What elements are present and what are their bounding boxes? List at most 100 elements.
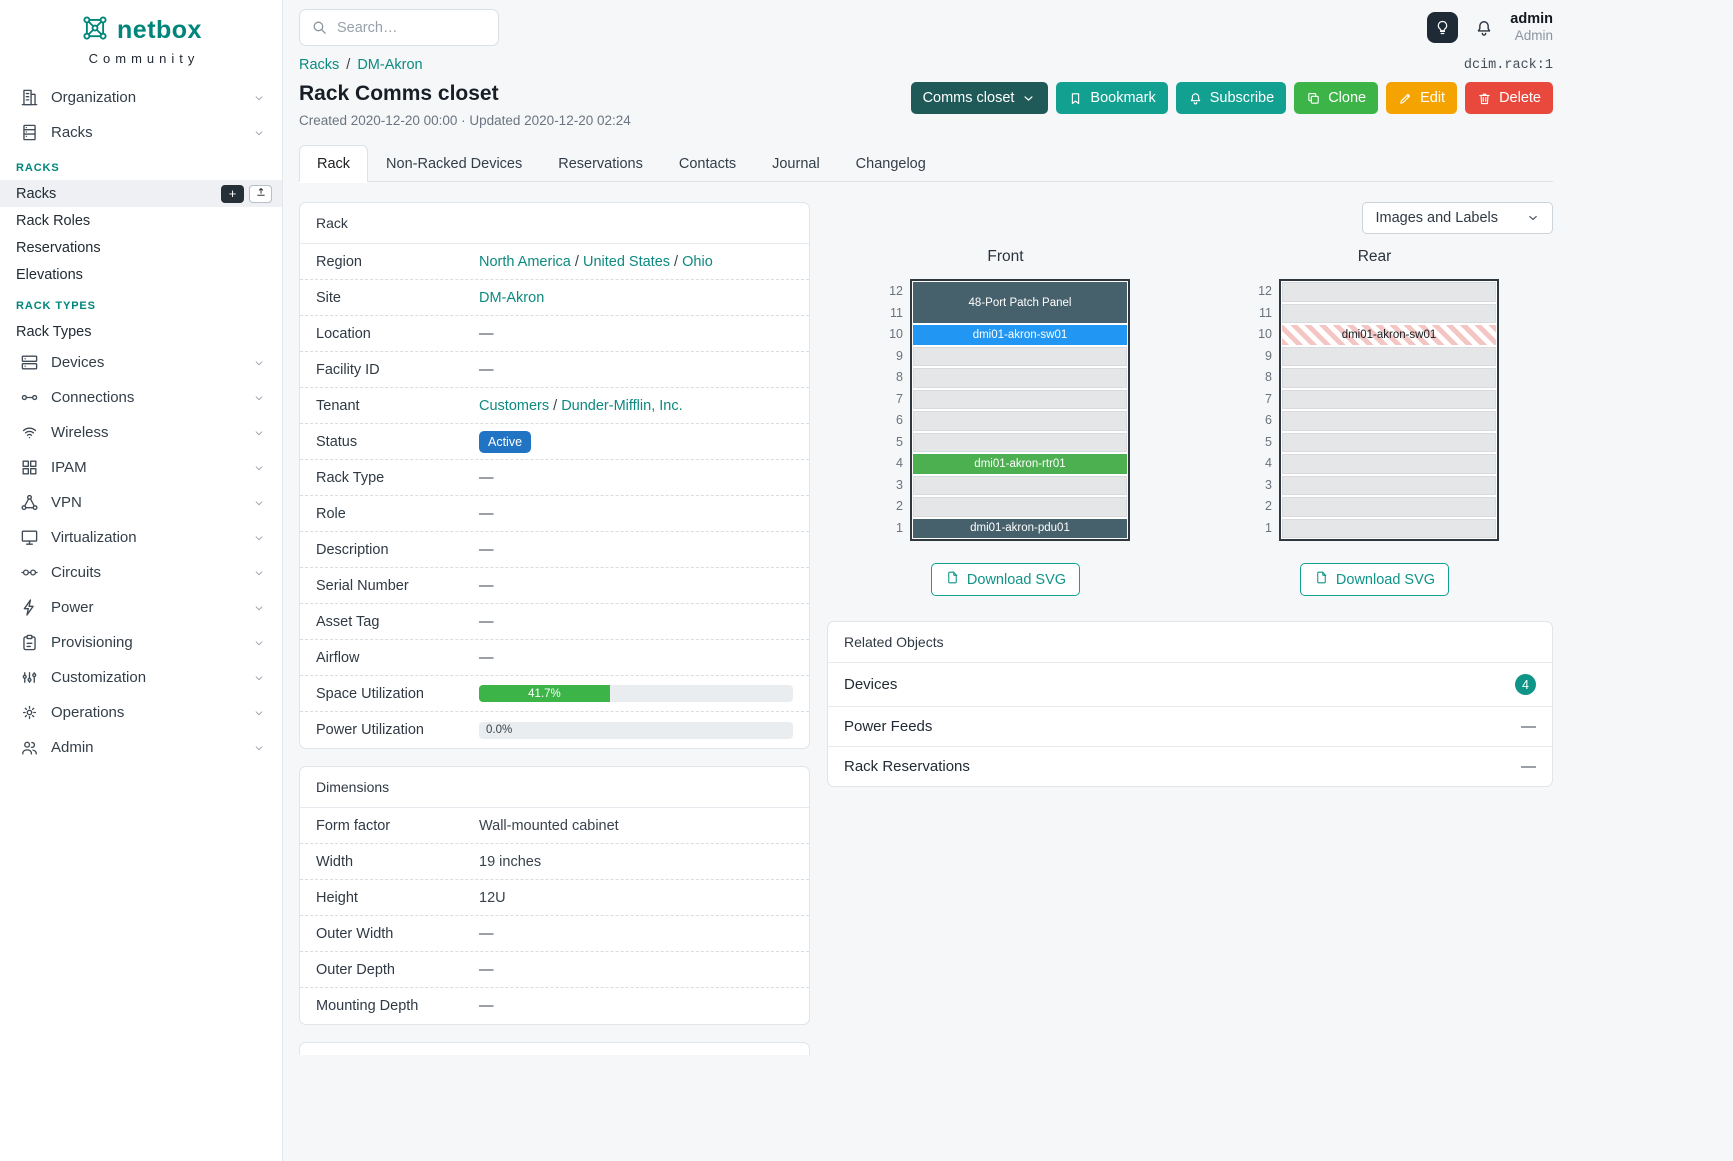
sidebar-item-power[interactable]: Power	[0, 590, 282, 625]
power-icon	[20, 598, 39, 617]
delete-button[interactable]: Delete	[1465, 82, 1553, 114]
detail-row: Airflow —	[300, 640, 809, 676]
breadcrumb-link-racks[interactable]: Racks	[299, 57, 340, 73]
bookmark-button[interactable]: Bookmark	[1056, 82, 1168, 114]
tab-contacts[interactable]: Contacts	[678, 156, 737, 172]
rack-empty-slot[interactable]	[912, 410, 1128, 432]
download-svg-button-front[interactable]: Download SVG	[930, 563, 1081, 596]
chevron-down-icon	[252, 636, 266, 650]
sidebar-item-provisioning[interactable]: Provisioning	[0, 625, 282, 660]
sidebar-subitem-elevations[interactable]: Elevations	[16, 266, 83, 283]
detail-value: —	[479, 998, 494, 1014]
sidebar: netbox Community Organization Racks RACKS R…	[0, 0, 283, 1161]
user-menu[interactable]: admin Admin	[1510, 10, 1553, 45]
plus-icon: +	[228, 186, 237, 201]
brand-link[interactable]: netbox	[0, 13, 282, 48]
vpn-icon	[20, 493, 39, 512]
rack-empty-slot[interactable]	[1281, 281, 1497, 303]
related-row-rack-reservations[interactable]: Rack Reservations —	[844, 758, 1536, 775]
link-ohio[interactable]: Ohio	[682, 253, 713, 270]
sidebar-item-wireless[interactable]: Wireless	[0, 415, 282, 450]
sidebar-item-connections[interactable]: Connections	[0, 380, 282, 415]
rack-empty-slot[interactable]	[1281, 302, 1497, 324]
rack-device-dmi01-akron-rtr01[interactable]: dmi01-akron-rtr01	[912, 453, 1128, 475]
rack-device-dmi01-akron-sw01[interactable]: dmi01-akron-sw01	[1281, 324, 1497, 346]
rack-empty-slot[interactable]	[912, 431, 1128, 453]
rack-empty-slot[interactable]	[912, 474, 1128, 496]
rack-empty-slot[interactable]	[912, 388, 1128, 410]
tab-non-racked-devices[interactable]: Non-Racked Devices	[386, 156, 523, 172]
search-box[interactable]	[299, 9, 499, 46]
rack-device-48-port-patch-panel[interactable]: 48-Port Patch Panel	[912, 281, 1128, 324]
sidebar-item-devices[interactable]: Devices	[0, 345, 282, 380]
sidebar-item-racks[interactable]: Racks	[0, 115, 282, 150]
rack-icon	[20, 123, 39, 142]
import-racks-button[interactable]	[249, 184, 272, 203]
rack-empty-slot[interactable]	[1281, 367, 1497, 389]
detail-row: Site DM-Akron	[300, 280, 809, 316]
title-block: Rack Comms closet Created 2020-12-20 00:…	[299, 82, 631, 128]
subscribe-button[interactable]: Subscribe	[1175, 82, 1287, 114]
rack-empty-slot[interactable]	[1281, 517, 1497, 539]
unit-number: 3	[1265, 477, 1272, 492]
sidebar-subitem-racks[interactable]: Racks +	[0, 180, 282, 207]
related-row-power-feeds[interactable]: Power Feeds —	[828, 707, 1552, 747]
link-customers[interactable]: Customers	[479, 397, 550, 414]
sidebar-item-vpn[interactable]: VPN	[0, 485, 282, 520]
sidebar-subitem-rack-types[interactable]: Rack Types	[16, 323, 92, 340]
link-dunder-mifflin-inc[interactable]: Dunder-Mifflin, Inc.	[561, 397, 683, 414]
pencil-icon	[1400, 93, 1411, 104]
tab-reservations[interactable]: Reservations	[558, 156, 643, 172]
rack-device-dmi01-akron-pdu01[interactable]: dmi01-akron-pdu01	[912, 517, 1128, 539]
theme-toggle-button[interactable]	[1427, 12, 1459, 43]
edit-button[interactable]: Edit	[1386, 82, 1458, 114]
images-labels-select[interactable]: Images and Labels	[1362, 202, 1553, 234]
sidebar-section-header: RACK TYPES	[16, 300, 96, 312]
connections-icon	[20, 388, 39, 407]
sidebar-item-organization[interactable]: Organization	[0, 80, 282, 115]
unit-number: 12	[889, 284, 903, 298]
rack-empty-slot[interactable]	[1281, 496, 1497, 518]
link-north-america[interactable]: North America	[479, 253, 571, 270]
rack-empty-slot[interactable]	[1281, 453, 1497, 475]
clone-button[interactable]: Clone	[1294, 82, 1379, 114]
sidebar-item-circuits[interactable]: Circuits	[0, 555, 282, 590]
rack-device-dmi01-akron-sw01[interactable]: dmi01-akron-sw01	[912, 324, 1128, 346]
tab-journal[interactable]: Journal	[772, 156, 820, 172]
search-input[interactable]	[337, 19, 487, 36]
tab-rack[interactable]: Rack	[299, 145, 369, 182]
sidebar-item-admin[interactable]: Admin	[0, 730, 282, 765]
sidebar-subitem-rack-roles[interactable]: Rack Roles	[16, 212, 91, 229]
detail-value: —	[479, 541, 494, 558]
breadcrumb-row: Racks / DM-Akron dcim.rack:1	[299, 57, 1553, 73]
rack-empty-slot[interactable]	[1281, 410, 1497, 432]
light-bulb-icon	[1438, 20, 1448, 35]
add-rack-button[interactable]: +	[221, 184, 244, 203]
related-row-devices[interactable]: Devices 4	[828, 663, 1552, 707]
sidebar-item-virtualization[interactable]: Virtualization	[0, 520, 282, 555]
detail-value: —	[479, 613, 494, 630]
rack-empty-slot[interactable]	[1281, 431, 1497, 453]
rack-empty-slot[interactable]	[1281, 345, 1497, 367]
tab-changelog[interactable]: Changelog	[855, 156, 926, 172]
status-badge: Active	[479, 430, 532, 453]
rack-empty-slot[interactable]	[1281, 474, 1497, 496]
download-svg-button-rear[interactable]: Download SVG	[1299, 563, 1450, 596]
link-dm-akron[interactable]: DM-Akron	[479, 289, 545, 306]
rack-empty-slot[interactable]	[912, 496, 1128, 518]
rack-empty-slot[interactable]	[912, 367, 1128, 389]
rack-empty-slot[interactable]	[1281, 388, 1497, 410]
page-content: Racks / DM-Akron dcim.rack:1 Rack Comms …	[283, 55, 1569, 1161]
sidebar-item-customization[interactable]: Customization	[0, 660, 282, 695]
elevation-toggle-row: Images and Labels	[827, 202, 1553, 234]
sidebar-subitem-reservations[interactable]: Reservations	[16, 239, 101, 256]
breadcrumb-link-site[interactable]: DM-Akron	[357, 57, 423, 73]
sidebar-item-operations[interactable]: Operations	[0, 695, 282, 730]
rack-empty-slot[interactable]	[912, 345, 1128, 367]
sidebar-item-ipam[interactable]: IPAM	[0, 450, 282, 485]
notifications-button[interactable]	[1474, 18, 1494, 38]
unit-number: 3	[896, 477, 903, 492]
link-united-states[interactable]: United States	[582, 253, 671, 270]
rack-select-button[interactable]: Comms closet	[910, 82, 1049, 114]
